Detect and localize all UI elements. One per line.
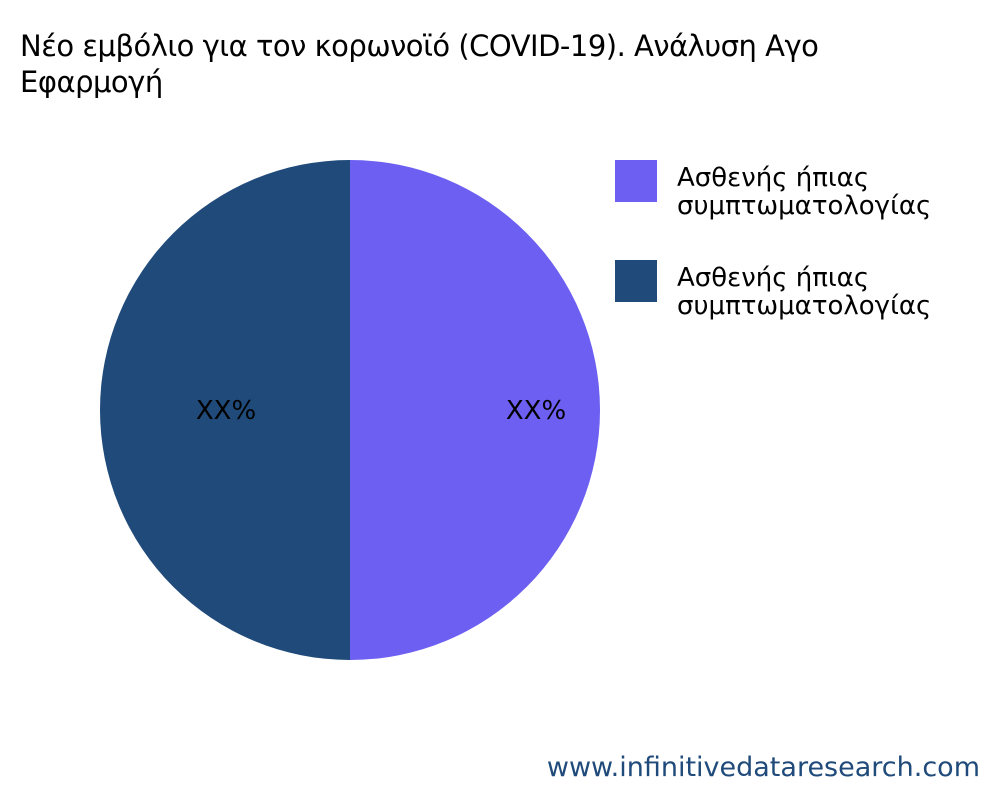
slice-label: XX% [196,396,256,426]
pie-slice [100,160,350,660]
slice-label: XX% [506,396,566,426]
watermark: www.infinitivedataresearch.com [546,752,980,783]
legend-label: Ασθενής ήπιας συμπτωματολογίας [677,163,932,221]
legend-swatch [615,160,657,202]
legend-item-0: Ασθενής ήπιας συμπτωματολογίας [615,160,997,220]
legend-swatch [615,260,657,302]
legend-item-1: Ασθενής ήπιας συμπτωματολογίας [615,260,997,320]
pie-slice [350,160,600,660]
legend-label: Ασθενής ήπιας συμπτωματολογίας [677,263,932,321]
chart-title: Νέο εμβόλιο για τον κορωνοϊό (COVID-19).… [20,29,819,99]
